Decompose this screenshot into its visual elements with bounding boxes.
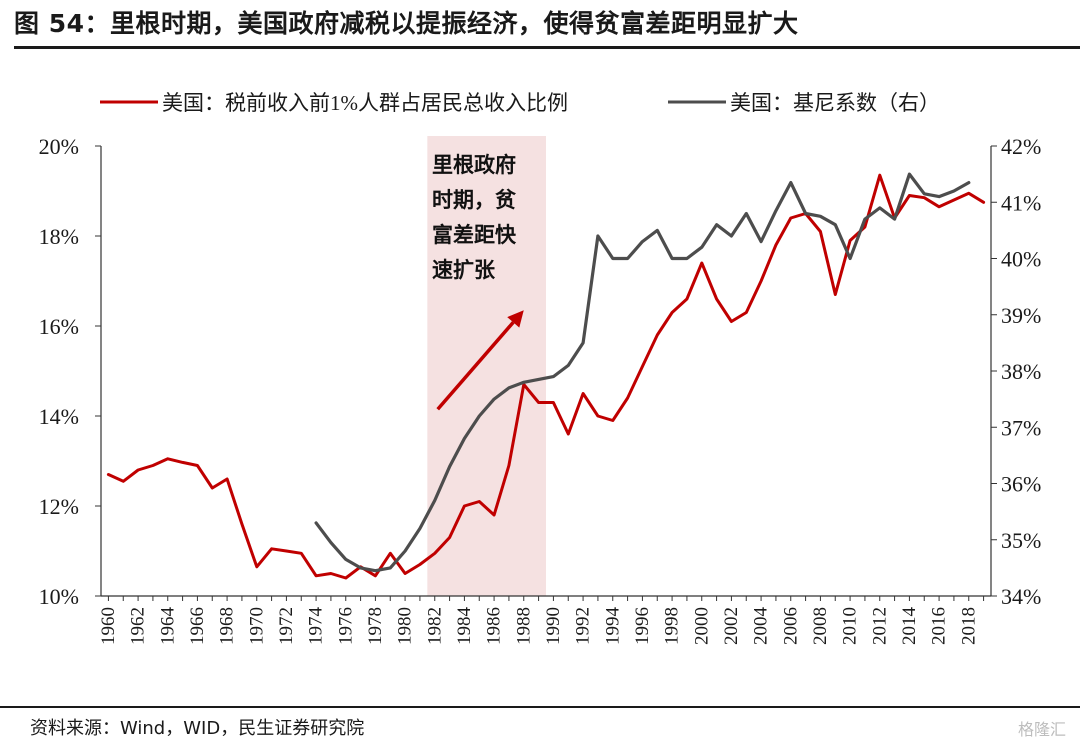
left-tick-label: 14%	[39, 404, 79, 429]
x-tick-label: 1968	[217, 607, 238, 645]
footer-rule	[0, 706, 1080, 708]
x-tick-label: 2018	[958, 607, 979, 645]
right-tick-label: 40%	[1001, 247, 1041, 272]
x-tick-label: 1994	[602, 607, 623, 646]
x-tick-label: 1984	[454, 607, 475, 646]
x-tick-label: 1988	[513, 607, 534, 645]
x-tick-label: 2016	[929, 607, 950, 645]
x-tick-label: 2010	[840, 607, 861, 645]
x-tick-label: 1992	[573, 607, 594, 645]
x-tick-label: 2012	[869, 607, 890, 645]
x-tick-label: 1966	[187, 607, 208, 645]
figure-title: 图 54：里根时期，美国政府减税以提振经济，使得贫富差距明显扩大	[14, 9, 799, 38]
right-tick-label: 36%	[1001, 472, 1041, 497]
left-tick-label: 12%	[39, 494, 79, 519]
right-tick-label: 35%	[1001, 528, 1041, 553]
right-tick-label: 41%	[1001, 190, 1041, 215]
annotation-line-4: 速扩张	[432, 258, 496, 282]
legend-label-gray: 美国：基尼系数（右）	[730, 91, 940, 115]
x-tick-label: 1976	[335, 607, 356, 645]
right-tick-label: 34%	[1001, 584, 1041, 609]
x-tick-label: 1996	[632, 607, 653, 645]
x-tick-label: 2014	[899, 607, 920, 646]
legend-label-red: 美国：税前收入前1%人群占居民总收入比例	[162, 91, 568, 115]
right-tick-label: 37%	[1001, 415, 1041, 440]
x-tick-label: 2006	[780, 607, 801, 645]
source-note: 资料来源：Wind，WID，民生证券研究院	[30, 718, 365, 739]
watermark: 格隆汇	[1017, 720, 1066, 739]
series-line-top1-share	[106, 173, 986, 580]
x-tick-label: 1972	[276, 607, 297, 645]
left-tick-label: 18%	[39, 224, 79, 249]
trend-arrow-shaft	[436, 321, 515, 411]
x-tick-label: 1980	[395, 607, 416, 645]
title-rule	[14, 46, 1080, 49]
reagan-era-shade	[427, 136, 546, 596]
x-tick-label: 2002	[721, 607, 742, 645]
annotation-line-2: 时期，贫	[432, 188, 517, 212]
annotation-line-1: 里根政府	[432, 153, 516, 177]
x-tick-label: 1960	[98, 607, 119, 645]
left-tick-label: 16%	[39, 314, 79, 339]
x-tick-label: 2000	[691, 607, 712, 645]
x-tick-label: 1978	[365, 607, 386, 645]
x-tick-label: 1970	[246, 607, 267, 645]
x-tick-label: 1986	[484, 607, 505, 645]
x-tick-label: 1974	[306, 607, 327, 646]
series-line-gini	[314, 172, 971, 573]
right-tick-label: 42%	[1001, 134, 1041, 159]
x-tick-label: 1982	[424, 607, 445, 645]
annotation-line-3: 富差距快	[432, 223, 517, 247]
x-tick-label: 1962	[128, 607, 149, 645]
trend-arrow-head	[507, 310, 524, 328]
left-tick-label: 10%	[39, 584, 79, 609]
x-tick-label: 1998	[662, 607, 683, 645]
left-tick-label: 20%	[39, 134, 79, 159]
right-tick-label: 38%	[1001, 359, 1041, 384]
x-tick-label: 2008	[810, 607, 831, 645]
x-tick-label: 1964	[157, 607, 178, 646]
right-tick-label: 39%	[1001, 303, 1041, 328]
x-tick-label: 1990	[543, 607, 564, 645]
x-tick-label: 2004	[751, 607, 772, 646]
